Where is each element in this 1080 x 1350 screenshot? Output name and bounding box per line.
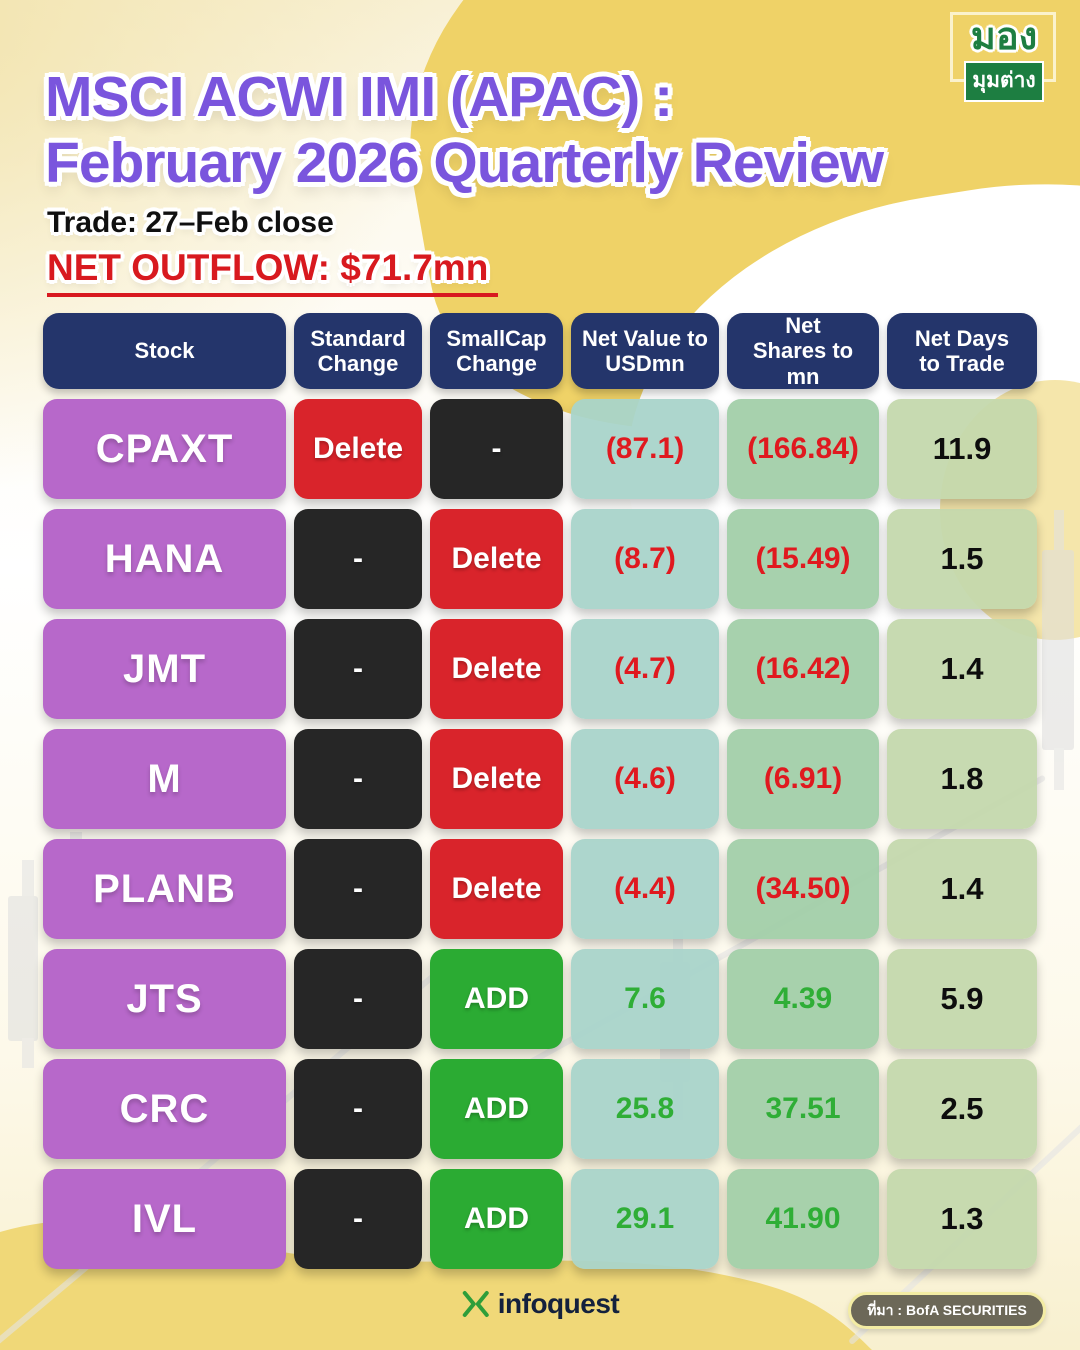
- page-title-line1: MSCI ACWI IMI (APAC) :: [45, 65, 673, 129]
- column-header-stock: Stock: [43, 313, 286, 389]
- candlestick-watermark: [1042, 510, 1080, 790]
- stock-ticker-cell: PLANB: [43, 839, 286, 939]
- stock-ticker-cell: HANA: [43, 509, 286, 609]
- brand-logo-text-bottom: มุมต่าง: [964, 60, 1044, 102]
- column-header-net-value: Net Value to USDmn: [571, 313, 719, 389]
- standard-change-cell: -: [294, 949, 422, 1049]
- smallcap-change-cell: ADD: [430, 1169, 563, 1269]
- table-row: IVL - ADD 29.1 41.90 1.3: [43, 1169, 1037, 1269]
- net-value-cell: (4.4): [571, 839, 719, 939]
- standard-change-cell: -: [294, 839, 422, 939]
- net-shares-cell: 41.90: [727, 1169, 879, 1269]
- publisher-logo: infoquest: [461, 1288, 620, 1320]
- publisher-name: infoquest: [497, 1288, 620, 1319]
- net-shares-cell: (16.42): [727, 619, 879, 719]
- smallcap-change-cell: -: [430, 399, 563, 499]
- net-outflow-label: NET OUTFLOW: $71.7mn: [47, 247, 499, 297]
- net-value-cell: (4.7): [571, 619, 719, 719]
- net-days-cell: 1.8: [887, 729, 1037, 829]
- infoquest-logo-icon: [462, 1291, 489, 1317]
- net-value-cell: (87.1): [571, 399, 719, 499]
- net-days-cell: 1.4: [887, 619, 1037, 719]
- net-shares-cell: 37.51: [727, 1059, 879, 1159]
- net-days-cell: 1.4: [887, 839, 1037, 939]
- column-header-net-days: Net Days to Trade: [887, 313, 1037, 389]
- smallcap-change-cell: ADD: [430, 949, 563, 1049]
- net-days-cell: 2.5: [887, 1059, 1037, 1159]
- net-value-cell: 7.6: [571, 949, 719, 1049]
- brand-logo: มอง มุมต่าง: [948, 12, 1060, 102]
- smallcap-change-cell: ADD: [430, 1059, 563, 1159]
- net-days-cell: 1.3: [887, 1169, 1037, 1269]
- stock-ticker-cell: JMT: [43, 619, 286, 719]
- net-shares-cell: (15.49): [727, 509, 879, 609]
- net-shares-cell: (166.84): [727, 399, 879, 499]
- column-header-standard-change: Standard Change: [294, 313, 422, 389]
- standard-change-cell: Delete: [294, 399, 422, 499]
- table-row: M - Delete (4.6) (6.91) 1.8: [43, 729, 1037, 829]
- table-row: CRC - ADD 25.8 37.51 2.5: [43, 1059, 1037, 1159]
- table-row: CPAXT Delete - (87.1) (166.84) 11.9: [43, 399, 1037, 499]
- stock-ticker-cell: CRC: [43, 1059, 286, 1159]
- net-value-cell: 25.8: [571, 1059, 719, 1159]
- standard-change-cell: -: [294, 1059, 422, 1159]
- net-value-cell: 29.1: [571, 1169, 719, 1269]
- standard-change-cell: -: [294, 729, 422, 829]
- smallcap-change-cell: Delete: [430, 729, 563, 829]
- source-attribution-badge: ที่มา : BofA SECURITIES: [848, 1292, 1046, 1329]
- table-header-row: Stock Standard Change SmallCap Change Ne…: [43, 313, 1037, 389]
- brand-logo-text-top: มอง: [970, 16, 1038, 58]
- page-title-line2: February 2026 Quarterly Review: [45, 131, 884, 195]
- stock-ticker-cell: JTS: [43, 949, 286, 1049]
- smallcap-change-cell: Delete: [430, 509, 563, 609]
- net-value-cell: (4.6): [571, 729, 719, 829]
- review-table: Stock Standard Change SmallCap Change Ne…: [43, 313, 1037, 1279]
- table-row: HANA - Delete (8.7) (15.49) 1.5: [43, 509, 1037, 609]
- table-row: JTS - ADD 7.6 4.39 5.9: [43, 949, 1037, 1049]
- trade-date-label: Trade: 27–Feb close: [47, 206, 334, 239]
- net-shares-cell: (34.50): [727, 839, 879, 939]
- net-days-cell: 1.5: [887, 509, 1037, 609]
- smallcap-change-cell: Delete: [430, 619, 563, 719]
- table-row: JMT - Delete (4.7) (16.42) 1.4: [43, 619, 1037, 719]
- smallcap-change-cell: Delete: [430, 839, 563, 939]
- net-value-cell: (8.7): [571, 509, 719, 609]
- page-title: MSCI ACWI IMI (APAC) : February 2026 Quar…: [45, 64, 884, 196]
- net-shares-cell: (6.91): [727, 729, 879, 829]
- stock-ticker-cell: CPAXT: [43, 399, 286, 499]
- column-header-net-shares: Net Shares to mn: [727, 313, 879, 389]
- net-days-cell: 11.9: [887, 399, 1037, 499]
- standard-change-cell: -: [294, 509, 422, 609]
- net-days-cell: 5.9: [887, 949, 1037, 1049]
- stock-ticker-cell: M: [43, 729, 286, 829]
- table-body: CPAXT Delete - (87.1) (166.84) 11.9 HANA…: [43, 399, 1037, 1269]
- table-row: PLANB - Delete (4.4) (34.50) 1.4: [43, 839, 1037, 939]
- stock-ticker-cell: IVL: [43, 1169, 286, 1269]
- standard-change-cell: -: [294, 1169, 422, 1269]
- standard-change-cell: -: [294, 619, 422, 719]
- net-shares-cell: 4.39: [727, 949, 879, 1049]
- column-header-smallcap-change: SmallCap Change: [430, 313, 563, 389]
